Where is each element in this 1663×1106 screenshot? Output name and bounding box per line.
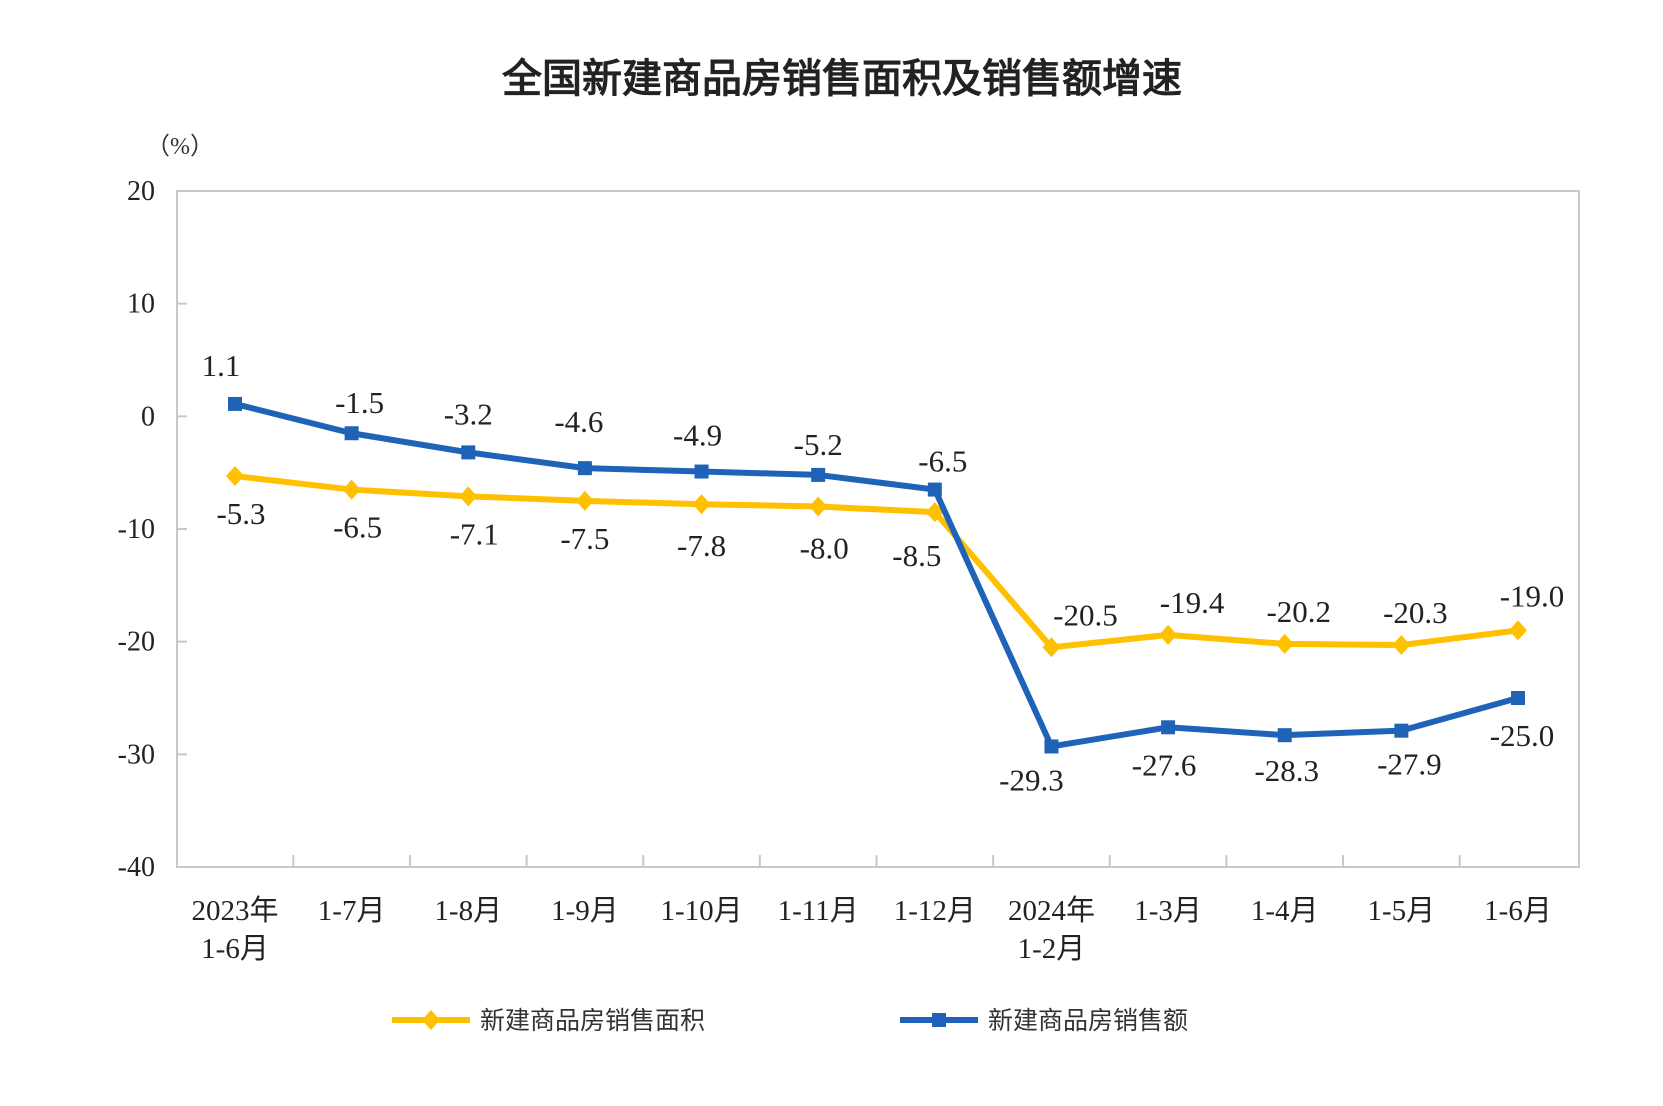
data-point: [1277, 728, 1292, 743]
x-tick-label: 1-12月: [894, 895, 976, 927]
legend-label: 新建商品房销售额: [988, 1007, 1188, 1035]
series-sales-area: -5.3 -6.5 -7.1 -7.5 -7.8 -8.0 -8.5 -20.5 -19.4 -2…: [216, 466, 1565, 658]
data-point: [228, 396, 242, 411]
data-label: -27.9: [1377, 747, 1442, 782]
data-label: -20.3: [1383, 595, 1448, 630]
x-tick-label: 1-9月: [551, 895, 619, 927]
data-label: -6.5: [918, 444, 967, 479]
data-point: [1161, 720, 1176, 735]
data-point: [1392, 635, 1411, 656]
data-label: -7.1: [450, 516, 499, 551]
data-point: [459, 486, 478, 507]
data-point: [226, 466, 244, 487]
y-tick-label: 20: [127, 176, 155, 207]
x-tick-label: 1-8月: [434, 895, 502, 927]
chart-title: 全国新建商品房销售面积及销售额增速: [501, 56, 1182, 101]
data-point: [1042, 637, 1061, 658]
data-label: -4.6: [554, 404, 603, 439]
y-tick-label: -20: [118, 627, 155, 658]
data-point: [809, 496, 828, 517]
data-point: [344, 426, 359, 441]
data-label: -27.6: [1132, 747, 1197, 782]
x-tick-label: 1-4月: [1251, 895, 1319, 927]
data-label: -19.0: [1500, 578, 1565, 613]
y-tick-label: 0: [141, 401, 155, 432]
data-label: -8.5: [892, 538, 941, 573]
x-tick-label: 2024年: [1008, 894, 1095, 927]
y-tick-label: -10: [118, 514, 155, 545]
x-tick-label: 1-6月: [1484, 895, 1552, 927]
data-point: [1275, 633, 1294, 654]
legend-item: 新建商品房销售额: [900, 1007, 1188, 1035]
data-point: [461, 445, 476, 460]
x-tick-label: 1-2月: [1018, 933, 1086, 965]
data-label: -7.8: [677, 528, 726, 563]
data-point: [1509, 620, 1527, 641]
data-label: 1.1: [202, 348, 241, 383]
x-tick-label: 1-6月: [201, 933, 269, 965]
legend-label: 新建商品房销售面积: [480, 1007, 705, 1035]
data-point: [342, 479, 361, 500]
data-label: -5.3: [216, 496, 265, 531]
data-point: [925, 502, 944, 523]
data-label: -3.2: [444, 396, 493, 431]
x-tick-label: 1-7月: [318, 895, 386, 927]
data-point: [1394, 723, 1409, 738]
legend-item: 新建商品房销售面积: [392, 1007, 705, 1035]
data-label: -6.5: [333, 510, 382, 545]
data-point: [1044, 739, 1059, 754]
x-tick-label: 1-11月: [778, 895, 859, 927]
data-label: -19.4: [1160, 585, 1225, 620]
y-tick-label: 10: [127, 289, 155, 320]
data-point: [692, 494, 711, 515]
data-label: -20.2: [1266, 594, 1331, 629]
data-label: -4.9: [673, 418, 722, 453]
data-point: [575, 490, 594, 511]
data-point: [694, 464, 709, 479]
data-label: -1.5: [335, 385, 384, 420]
data-point: [811, 467, 826, 482]
series-line: [234, 473, 1519, 651]
series-sales-value: 1.1 -1.5 -3.2 -4.6 -4.9 -5.2 -6.5 -29.3 -27.6 -28…: [202, 348, 1555, 798]
x-tick-label: 1-10月: [660, 895, 742, 927]
data-label: -5.2: [794, 427, 843, 462]
data-point: [1511, 691, 1525, 705]
data-label: -7.5: [560, 521, 609, 556]
data-label: -29.3: [999, 762, 1064, 797]
data-point: [577, 461, 592, 476]
legend-diamond-marker: [422, 1010, 440, 1030]
data-label: -20.5: [1053, 597, 1118, 632]
legend-square-marker: [932, 1013, 946, 1027]
data-label: -8.0: [800, 530, 849, 565]
x-tick-label: 1-3月: [1134, 895, 1202, 927]
y-tick-label: -40: [118, 852, 155, 883]
y-tick-label: -30: [118, 739, 155, 770]
data-point: [927, 482, 942, 497]
data-label: -25.0: [1490, 718, 1555, 753]
data-point: [1159, 624, 1178, 645]
x-tick-label: 2023年: [191, 894, 278, 927]
series-line: [234, 401, 1519, 750]
y-axis-unit: （%）: [146, 134, 214, 160]
plot-frame: [176, 190, 1580, 868]
data-label: -28.3: [1254, 753, 1319, 788]
x-tick-label: 1-5月: [1368, 895, 1436, 927]
